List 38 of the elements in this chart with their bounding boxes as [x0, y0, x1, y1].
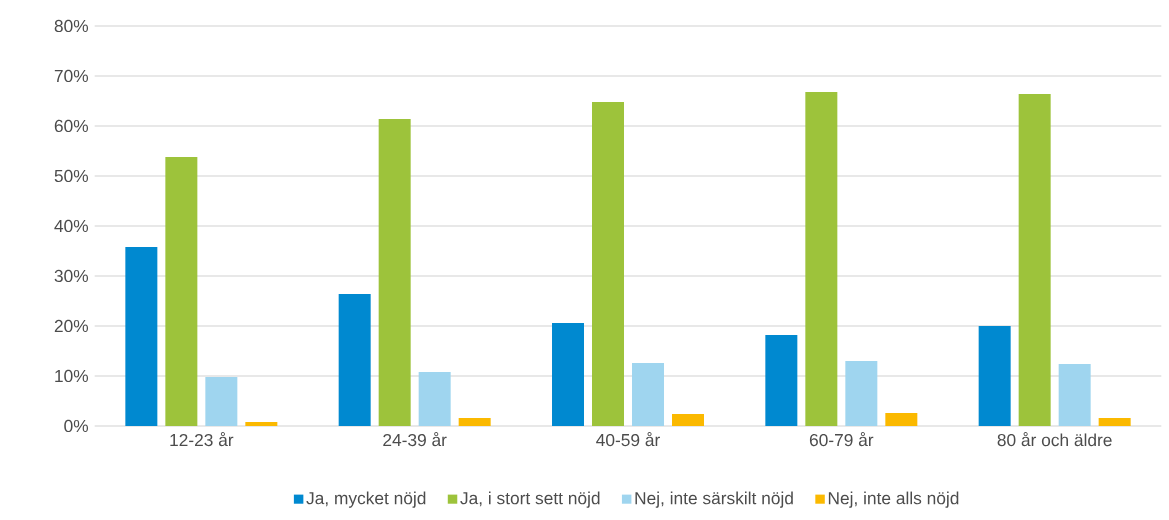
y-tick-label: 70%: [54, 69, 89, 83]
bar: [885, 412, 918, 426]
x-tick-label: 12-23 år: [170, 432, 234, 447]
bar: [805, 91, 838, 426]
bar: [125, 246, 158, 426]
bar: [1018, 93, 1051, 426]
legend-label: Ja, mycket nöjd: [306, 491, 426, 508]
bar: [672, 413, 705, 426]
bar: [592, 101, 625, 426]
x-tick-label: 80 år och äldre: [997, 432, 1112, 447]
y-tick-label: 60%: [54, 119, 89, 133]
y-tick-label: 30%: [54, 269, 89, 283]
legend-label: Ja, i stort sett nöjd: [460, 491, 600, 508]
x-tick-label: 24-39 år: [383, 432, 447, 447]
bar: [458, 417, 491, 426]
bar: [845, 360, 878, 426]
bar: [1098, 417, 1131, 426]
x-tick-label: 40-59 år: [596, 432, 660, 447]
y-tick-label: 20%: [54, 319, 89, 333]
bar: [552, 322, 585, 426]
y-tick-label: 0%: [64, 419, 89, 433]
y-tick-label: 10%: [55, 369, 89, 383]
x-tick-label: 60-79 år: [809, 432, 874, 447]
y-tick-label: 40%: [54, 219, 89, 233]
bar: [245, 421, 278, 426]
y-tick-label: 50%: [54, 169, 89, 183]
bar: [338, 293, 371, 426]
bar: [205, 376, 238, 426]
legend-label: Nej, inte särskilt nöjd: [635, 491, 793, 508]
bar: [165, 156, 198, 426]
bar: [632, 362, 665, 426]
bar: [765, 334, 798, 426]
bar: [978, 325, 1011, 426]
bar: [1058, 363, 1091, 426]
legend-label: Nej, inte alls nöjd: [828, 491, 959, 508]
bar: [378, 118, 411, 426]
y-tick-label: 80%: [54, 19, 89, 33]
bar: [418, 371, 451, 426]
